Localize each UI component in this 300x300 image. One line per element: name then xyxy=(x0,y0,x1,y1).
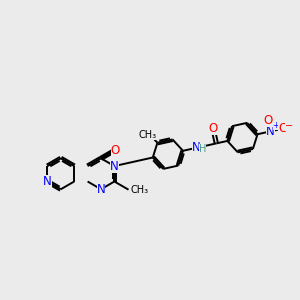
Text: O: O xyxy=(208,122,218,135)
Text: +: + xyxy=(272,122,279,130)
Text: N: N xyxy=(43,175,52,188)
Text: CH₃: CH₃ xyxy=(130,185,148,195)
Text: N: N xyxy=(97,183,105,196)
Text: N: N xyxy=(266,125,275,138)
Text: N: N xyxy=(110,160,119,172)
Text: CH₃: CH₃ xyxy=(138,130,156,140)
Text: −: − xyxy=(285,121,293,131)
Text: O: O xyxy=(263,114,273,127)
Text: H: H xyxy=(199,144,206,154)
Text: N: N xyxy=(192,141,200,154)
Text: O: O xyxy=(110,144,120,157)
Text: O: O xyxy=(278,122,287,135)
